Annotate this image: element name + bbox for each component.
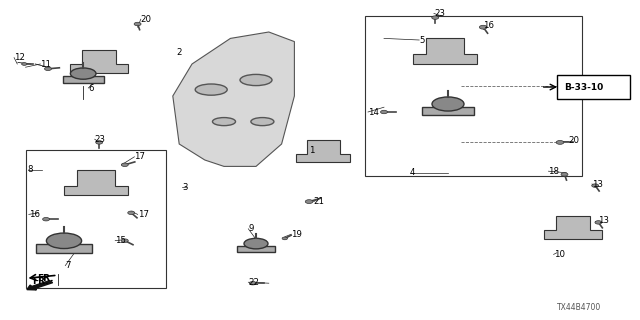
Circle shape — [45, 67, 51, 70]
Circle shape — [479, 25, 487, 29]
Ellipse shape — [432, 97, 464, 111]
Text: 19: 19 — [291, 230, 302, 239]
Text: 13: 13 — [592, 180, 603, 188]
Circle shape — [128, 211, 134, 214]
Text: 15: 15 — [115, 236, 126, 245]
Polygon shape — [173, 32, 294, 166]
Text: 20: 20 — [141, 15, 152, 24]
Text: 14: 14 — [368, 108, 379, 116]
Circle shape — [250, 282, 256, 285]
Circle shape — [134, 22, 141, 26]
FancyBboxPatch shape — [557, 75, 630, 99]
Circle shape — [432, 16, 438, 19]
Text: 18: 18 — [548, 167, 559, 176]
Circle shape — [592, 184, 598, 187]
Circle shape — [43, 218, 49, 221]
Circle shape — [305, 200, 313, 204]
Circle shape — [556, 140, 564, 144]
Circle shape — [96, 141, 102, 144]
Ellipse shape — [240, 75, 272, 86]
Bar — [422, 107, 474, 115]
Circle shape — [122, 239, 128, 242]
Text: 9: 9 — [248, 224, 253, 233]
Polygon shape — [64, 170, 128, 195]
Text: 17: 17 — [138, 210, 148, 219]
Circle shape — [22, 63, 27, 65]
Text: 23: 23 — [95, 135, 106, 144]
Text: 16: 16 — [483, 21, 494, 30]
Text: 3: 3 — [182, 183, 188, 192]
Text: 1: 1 — [309, 146, 315, 155]
Text: B-33-10: B-33-10 — [564, 83, 604, 92]
Text: 12: 12 — [14, 53, 25, 62]
Text: 4: 4 — [410, 168, 415, 177]
Text: 16: 16 — [29, 210, 40, 219]
Text: 22: 22 — [248, 278, 259, 287]
Text: 10: 10 — [554, 250, 564, 259]
Text: 8: 8 — [28, 165, 33, 174]
Circle shape — [595, 221, 602, 224]
Bar — [36, 244, 92, 253]
Circle shape — [122, 163, 128, 166]
Text: FR.: FR. — [32, 277, 49, 286]
Circle shape — [561, 173, 568, 176]
Text: TX44B4700: TX44B4700 — [557, 303, 601, 312]
Text: 2: 2 — [176, 48, 182, 57]
Ellipse shape — [212, 117, 236, 126]
Circle shape — [381, 110, 387, 114]
Text: 13: 13 — [598, 216, 609, 225]
Text: 11: 11 — [40, 60, 51, 68]
Ellipse shape — [244, 238, 268, 249]
Text: 21: 21 — [314, 197, 324, 206]
Ellipse shape — [195, 84, 227, 95]
Ellipse shape — [46, 233, 82, 249]
Bar — [237, 246, 275, 252]
Text: FR.: FR. — [37, 274, 54, 283]
Polygon shape — [296, 140, 351, 162]
Ellipse shape — [251, 117, 274, 126]
Polygon shape — [70, 50, 128, 73]
Polygon shape — [544, 216, 602, 239]
Text: 23: 23 — [434, 9, 445, 18]
Text: 6: 6 — [88, 84, 94, 92]
Text: 17: 17 — [134, 152, 145, 161]
Text: 7: 7 — [65, 261, 71, 270]
Circle shape — [282, 237, 287, 240]
Bar — [63, 76, 104, 83]
Polygon shape — [413, 38, 477, 64]
FancyArrow shape — [27, 281, 52, 290]
Text: 20: 20 — [568, 136, 579, 145]
Ellipse shape — [70, 68, 96, 79]
Text: 5: 5 — [419, 36, 425, 44]
